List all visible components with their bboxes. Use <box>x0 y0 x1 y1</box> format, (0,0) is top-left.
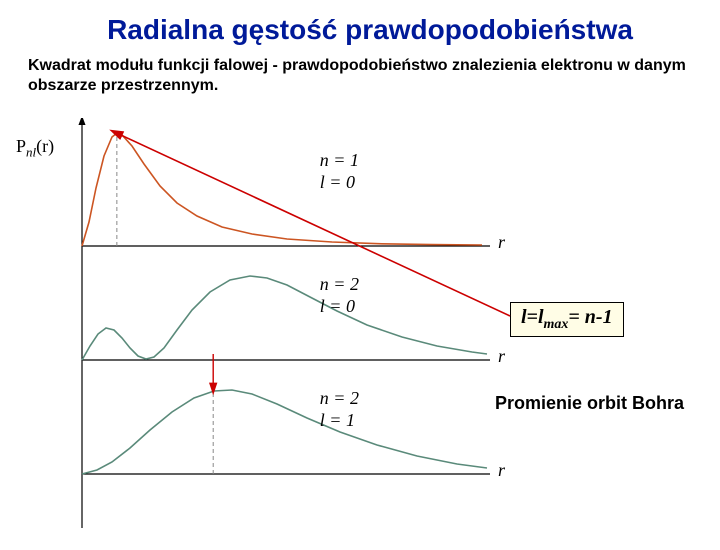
bohr-text: Promienie orbit Bohra <box>495 393 684 414</box>
page-title: Radialna gęstość prawdopodobieństwa <box>0 0 720 56</box>
panel-2-r-label: r <box>498 460 505 481</box>
panel-0-n-label: n = 1 <box>320 150 359 171</box>
page-subtitle: Kwadrat modułu funkcji falowej - prawdop… <box>0 56 720 110</box>
panel-2-n-label: n = 2 <box>320 388 359 409</box>
panel-1-r-label: r <box>498 346 505 367</box>
panel-1-l-label: l = 0 <box>320 296 355 317</box>
chart-content: Pnl(r) n = 1 l = 0 n = 2 l = 0 n = 2 l =… <box>0 110 720 540</box>
panel-0-l-label: l = 0 <box>320 172 355 193</box>
formula-box: l=lmax= n-1 <box>510 302 624 337</box>
chart-svg <box>70 118 490 538</box>
panel-1-n-label: n = 2 <box>320 274 359 295</box>
panel-0-r-label: r <box>498 232 505 253</box>
panel-2-l-label: l = 1 <box>320 410 355 431</box>
y-axis-label: Pnl(r) <box>16 136 54 161</box>
